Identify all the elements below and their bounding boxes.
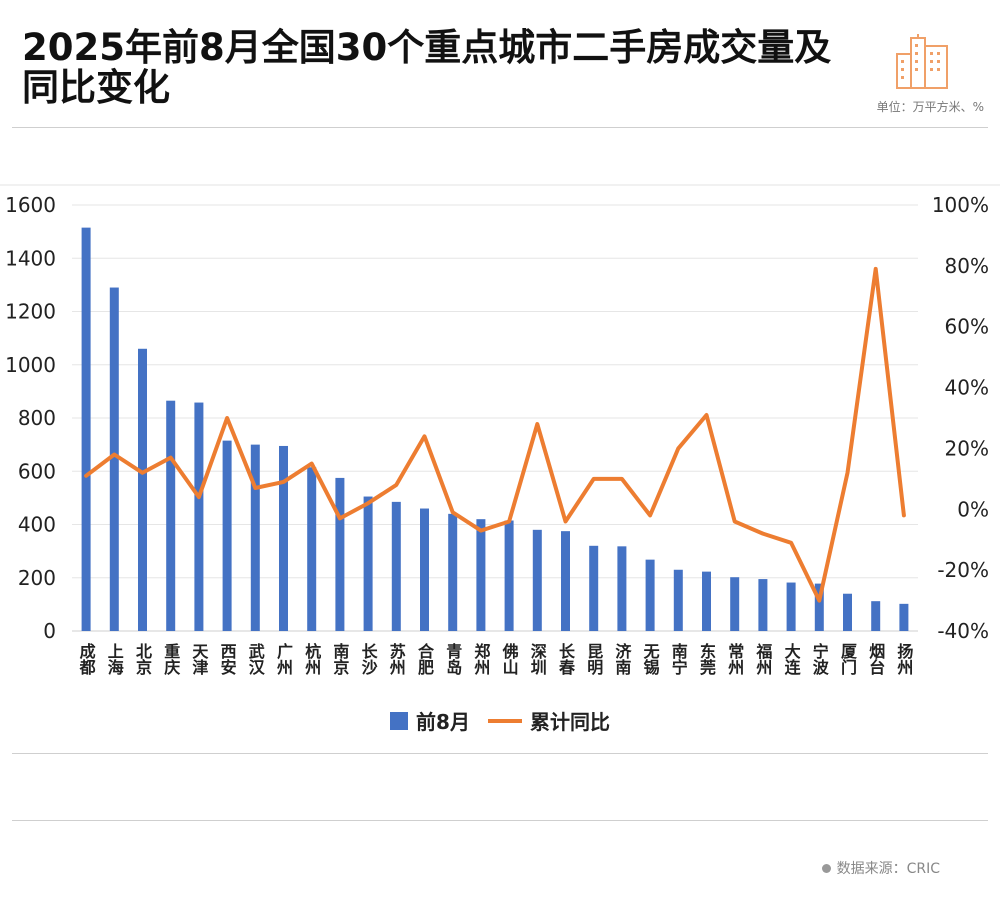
- y-right-tick-label: 80%: [945, 254, 989, 278]
- page-title: 2025年前8月全国30个重点城市二手房成交量及同比变化: [22, 26, 832, 109]
- bar: [532, 529, 542, 631]
- bullet-icon: [821, 863, 831, 873]
- x-tick-label: 合肥: [415, 642, 434, 676]
- legend-label-bar: 前8月: [416, 710, 470, 734]
- legend-label-line: 累计同比: [529, 710, 610, 734]
- legend-swatch-bar: [390, 711, 409, 730]
- y-left-tick-label: 1400: [5, 246, 56, 270]
- y-right-tick-label: 60%: [945, 315, 989, 339]
- x-tick-label: 烟台: [866, 642, 885, 676]
- bar: [786, 582, 796, 631]
- bar: [476, 519, 486, 631]
- bar: [561, 531, 570, 631]
- y-right-tick-label: 100%: [932, 193, 989, 217]
- footer-divider: [12, 820, 988, 821]
- legend-swatch-line: [487, 718, 522, 723]
- chart-legend: 前8月 累计同比: [0, 706, 1000, 735]
- x-tick-label: 佛山: [500, 642, 520, 675]
- bar: [138, 348, 147, 631]
- x-tick-label: 深圳: [528, 642, 547, 676]
- bar: [899, 603, 909, 631]
- unit-label: 单位：万平方米、%: [876, 100, 984, 114]
- bar: [250, 444, 260, 631]
- y-left-tick-label: 1200: [5, 300, 56, 324]
- bar: [673, 569, 683, 631]
- x-tick-label: 南宁: [669, 642, 688, 676]
- legend-item-bar: 前8月: [390, 706, 470, 735]
- x-tick-label: 广州: [274, 642, 294, 675]
- bar: [279, 445, 288, 631]
- y-left-tick-label: 1600: [5, 193, 56, 217]
- x-tick-label: 长春: [556, 642, 576, 676]
- source-text: 数据来源：CRIC: [836, 861, 940, 877]
- bar: [702, 571, 711, 631]
- x-tick-label: 北京: [133, 643, 152, 676]
- bar: [166, 400, 176, 631]
- y-left-tick-label: 400: [18, 513, 56, 537]
- y-right-tick-label: 0%: [957, 497, 989, 521]
- y-left-tick-label: 0: [43, 619, 56, 643]
- x-tick-label: 无锡: [641, 643, 661, 676]
- source-note: 数据来源：CRIC: [821, 858, 940, 878]
- y-left-tick-label: 800: [18, 406, 56, 430]
- bar: [391, 501, 401, 631]
- x-tick-label: 昆明: [584, 643, 603, 676]
- x-tick-label: 长沙: [359, 642, 378, 676]
- chart-bottom-divider: [12, 753, 988, 754]
- bar: [109, 287, 119, 631]
- y-right-tick-label: 40%: [945, 376, 989, 400]
- x-tick-label: 福州: [753, 642, 773, 675]
- line-series: [84, 266, 906, 603]
- bar: [843, 593, 852, 631]
- x-tick-label: 常州: [725, 642, 745, 675]
- x-tick-label: 厦门: [838, 643, 857, 676]
- bar: [222, 440, 232, 631]
- bar: [335, 477, 345, 631]
- x-tick-label: 青岛: [443, 642, 462, 676]
- x-tick-label: 南京: [330, 642, 349, 676]
- x-tick-label: 西安: [218, 643, 237, 676]
- bar: [589, 545, 599, 631]
- x-tick-label: 重庆: [161, 642, 181, 676]
- bar: [645, 559, 655, 631]
- x-tick-label: 上海: [105, 643, 124, 676]
- x-tick-label: 大连: [782, 642, 801, 676]
- x-tick-label: 杭州: [302, 642, 322, 675]
- city-buildings-icon: [896, 34, 948, 89]
- bar: [730, 577, 740, 631]
- x-tick-label: 郑州: [471, 642, 491, 675]
- x-tick-label: 扬州: [894, 642, 914, 675]
- bar: [814, 583, 824, 631]
- x-tick-label: 成都: [77, 642, 97, 676]
- x-tick-label: 武汉: [246, 642, 265, 676]
- x-tick-label: 宁波: [810, 642, 829, 676]
- bar: [81, 227, 91, 631]
- bar: [363, 496, 373, 631]
- y-left-tick-label: 1000: [5, 353, 56, 377]
- bar: [758, 579, 768, 631]
- y-right-tick-label: -20%: [937, 558, 989, 582]
- bar: [871, 601, 881, 631]
- y-right-tick-label: -40%: [937, 619, 989, 643]
- chart: 0 200 400 600 800 1000 1200 1400 1600 -40% -20% 0% 2…: [0, 184, 1000, 676]
- x-tick-label: 天津: [189, 643, 208, 676]
- bar: [420, 508, 429, 631]
- bar: [617, 546, 627, 631]
- bar: [194, 402, 204, 631]
- header-divider: [12, 127, 988, 128]
- bar: [504, 520, 514, 631]
- x-tick-label: 东莞: [697, 642, 716, 675]
- legend-item-line: 累计同比: [487, 706, 610, 735]
- y-left-tick-label: 600: [18, 459, 56, 483]
- bar: [448, 513, 458, 631]
- x-tick-label: 济南: [612, 642, 631, 676]
- y-left-tick-label: 200: [18, 566, 56, 590]
- x-tick-label: 苏州: [387, 642, 407, 675]
- y-right-tick-label: 20%: [945, 436, 989, 460]
- bar: [307, 467, 317, 631]
